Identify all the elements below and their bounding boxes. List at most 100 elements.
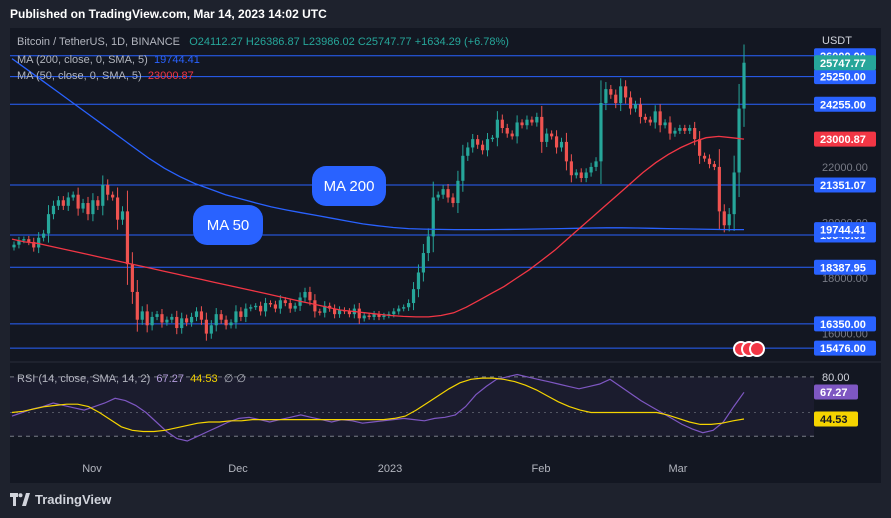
ma50-line [11, 135, 745, 318]
candle-body [377, 314, 381, 317]
tradingview-logo[interactable]: TradingView [10, 492, 111, 507]
legend-change: +1634.29 (+6.78%) [414, 36, 509, 48]
legend-rsi-label: RSI (14, close, SMA, 14, 2) [17, 373, 151, 385]
candle-body [683, 128, 687, 131]
candle-body [189, 316, 194, 323]
tradingview-logo-text: TradingView [35, 492, 112, 507]
candle-body [347, 311, 352, 315]
candle-body [22, 239, 26, 241]
rsi-tag [814, 384, 858, 400]
candle-body [525, 119, 529, 126]
candle-body [411, 289, 416, 304]
candle-body [293, 305, 297, 309]
candle-body [268, 303, 273, 305]
candle-body [81, 203, 85, 209]
flag-icon[interactable] [733, 341, 767, 357]
candle-body [37, 237, 41, 248]
candle-body [313, 300, 317, 312]
candle-body [643, 116, 647, 120]
candle-body [229, 322, 233, 326]
price-tag-2 [814, 222, 876, 238]
legend-ohlc: Bitcoin / TetherUS, 1D, BINANCE O24112.2… [17, 36, 509, 48]
ma200-annotation[interactable]: MA 200 [312, 166, 386, 206]
candle-body [86, 203, 90, 215]
candle-body [180, 318, 184, 329]
candle-body [406, 303, 411, 308]
ma50-annotation[interactable]: MA 50 [193, 205, 263, 245]
legend-low: L23986.02 [302, 36, 355, 48]
candle-body [66, 197, 70, 206]
candle-body [658, 111, 662, 126]
candle-body [619, 86, 623, 104]
price-tag-text-2: 19744.41 [820, 225, 866, 237]
candle-body [535, 116, 539, 123]
y-tick-1: 22000.00 [822, 162, 868, 174]
candle-body [12, 244, 16, 248]
price-tag-text-1: 23000.87 [820, 134, 866, 146]
candle-body [648, 119, 652, 123]
level-tag-text-7: 15476.00 [820, 343, 866, 355]
candle-body [727, 214, 731, 226]
candle-body [244, 308, 248, 317]
x-tick-4: Mar [669, 463, 688, 475]
candle-body [668, 122, 672, 134]
candle-body [209, 325, 213, 334]
level-tag-text-6: 16350.00 [820, 319, 866, 331]
candle-body [130, 264, 134, 292]
candle-body [155, 314, 159, 317]
candle-body [698, 139, 702, 156]
candle-body [27, 239, 31, 242]
candle-body [140, 311, 144, 320]
candle-body [678, 128, 682, 131]
x-tick-2: 2023 [378, 463, 402, 475]
level-tag-text-3: 21351.07 [820, 180, 866, 192]
candle-body [288, 303, 292, 309]
candle-body [17, 240, 21, 245]
candle-body [480, 144, 485, 151]
x-tick-1: Dec [228, 463, 248, 475]
candle-body [742, 62, 746, 109]
currency-label[interactable]: USDT [822, 35, 852, 47]
candle-body [96, 200, 100, 206]
legend-rsi[interactable]: RSI (14, close, SMA, 14, 2) 67.27 44.53 … [17, 372, 246, 385]
legend-ma50[interactable]: MA (50, close, 0, SMA, 5) 23000.87 [17, 70, 194, 82]
candle-body [653, 111, 657, 123]
candle-body [579, 172, 583, 179]
candle-body [628, 97, 633, 109]
candle-body [51, 205, 56, 215]
candle-body [392, 311, 396, 315]
candle-body [421, 253, 425, 273]
level-tag-text-1: 25250.00 [820, 72, 866, 84]
candle-body [214, 314, 218, 326]
candle-body [673, 130, 677, 134]
candle-body [199, 311, 204, 320]
candle-body [693, 128, 697, 140]
level-tag-2 [814, 96, 876, 112]
candle-body [564, 141, 569, 162]
candle-body [554, 136, 559, 148]
candle-body [308, 291, 312, 301]
candle-body [545, 133, 549, 142]
candle-body [722, 211, 726, 226]
candle-body [333, 308, 337, 315]
price-tag-text-0: 25747.77 [820, 58, 866, 70]
candle-body [624, 86, 628, 98]
candle-body [219, 314, 223, 320]
candle-body [485, 139, 490, 151]
candle-body [150, 316, 154, 326]
legend-ma50-label: MA (50, close, 0, SMA, 5) [17, 70, 142, 82]
candle-body [46, 214, 51, 234]
candle-body [505, 128, 509, 134]
x-tick-3: Feb [532, 463, 551, 475]
candle-body [426, 236, 430, 254]
candle-body [717, 166, 721, 212]
candle-body [461, 155, 465, 181]
candle-body [584, 172, 588, 179]
candle-body [451, 197, 455, 204]
candle-body [436, 194, 440, 198]
candle-body [466, 147, 470, 156]
legend-ma200[interactable]: MA (200, close, 0, SMA, 5) 19744.41 [17, 54, 200, 66]
level-tag-7 [814, 340, 876, 356]
published-line: Published on TradingView.com, Mar 14, 20… [10, 7, 327, 21]
